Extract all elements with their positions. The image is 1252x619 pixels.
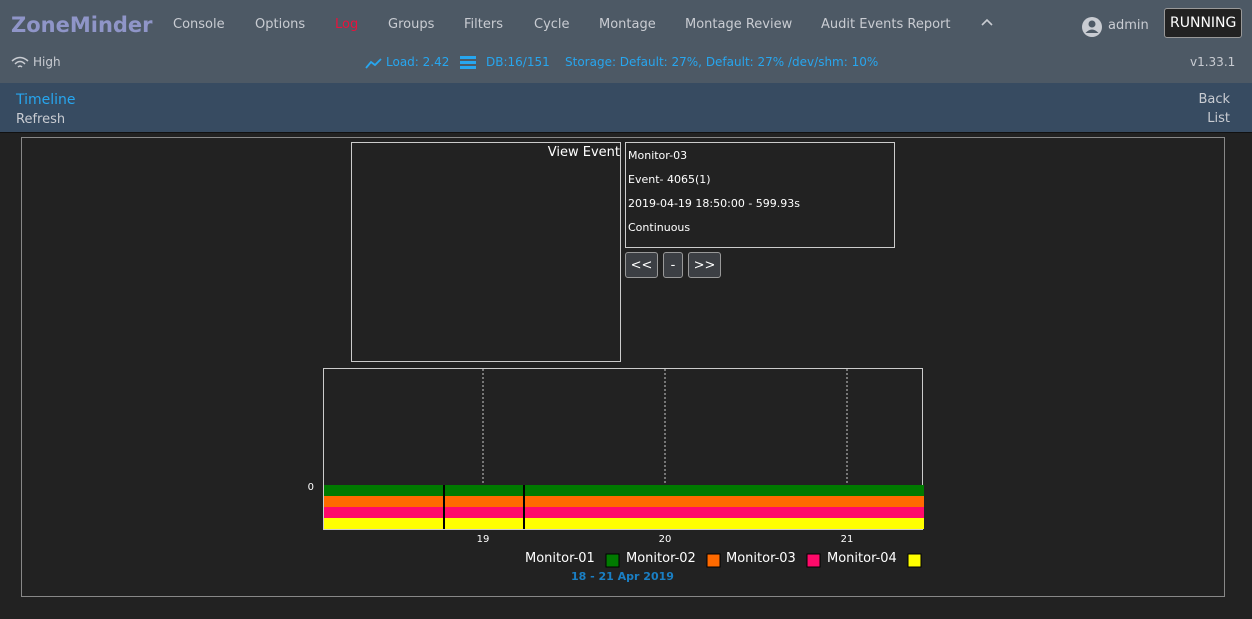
nav-item[interactable]: Log (335, 17, 359, 32)
event-time: 2019-04-19 18:50:00 - 599.93s (628, 197, 801, 210)
timeline-frame (323, 368, 923, 530)
event-info (625, 142, 895, 248)
event-id: Event- 4065(1) (628, 173, 711, 186)
image-alt: View Event (547, 145, 620, 160)
monitor-row (324, 507, 924, 518)
legend-label: Monitor-01 (525, 551, 595, 566)
nav-item[interactable]: Filters (464, 17, 503, 32)
event-monitor: Monitor-03 (628, 149, 688, 162)
legend-label: Monitor-04 (827, 551, 897, 566)
nav-button[interactable]: - (663, 252, 683, 278)
x-tick-label: 20 (659, 534, 672, 545)
timeline-range: 18 - 21 Apr 2019 (571, 570, 674, 583)
load-icon (365, 58, 382, 69)
nav-item[interactable]: Options (255, 17, 306, 32)
nav-item[interactable]: Montage (599, 17, 656, 32)
x-tick-label: 21 (841, 534, 854, 545)
nav-button[interactable]: << (625, 252, 658, 278)
legend-label: Monitor-03 (726, 551, 796, 566)
db: DB:16/151 (486, 55, 550, 69)
user[interactable]: admin (1108, 18, 1149, 33)
nav-item[interactable]: Groups (388, 17, 435, 32)
storage: Storage: Default: 27%, Default: 27% /dev… (565, 55, 879, 69)
top-bar (0, 0, 1252, 83)
user-icon (1082, 17, 1102, 37)
nav-button[interactable]: >> (688, 252, 721, 278)
refresh-link[interactable]: Refresh (16, 112, 66, 127)
sub-header (0, 83, 1252, 133)
bandwidth[interactable]: High (33, 55, 61, 69)
back-link[interactable]: Back (1198, 92, 1230, 107)
y-label: 0 (308, 482, 314, 493)
list-link[interactable]: List (1207, 111, 1230, 126)
db-icon (460, 56, 476, 69)
legend-label: Monitor-02 (626, 551, 696, 566)
brand[interactable]: ZoneMinder (11, 13, 153, 37)
status-button[interactable]: RUNNING (1164, 8, 1243, 38)
monitor-row (324, 518, 924, 529)
legend-swatch (706, 553, 721, 568)
nav-item[interactable]: Audit Events Report (821, 17, 951, 32)
legend-swatch (806, 553, 821, 568)
monitor-row (324, 485, 924, 496)
page-title[interactable]: Timeline (16, 92, 76, 108)
event-cause: Continuous (628, 221, 691, 234)
collapse-icon[interactable] (979, 16, 995, 28)
content-frame (21, 137, 1225, 597)
load: Load: 2.42 (386, 55, 450, 69)
event-image[interactable]: View Event (351, 142, 621, 362)
nav-item[interactable]: Console (173, 17, 225, 32)
x-tick-label: 19 (477, 534, 490, 545)
nav-item[interactable]: Cycle (534, 17, 570, 32)
wifi-icon (11, 56, 29, 68)
version: v1.33.1 (1190, 55, 1236, 69)
legend-swatch (605, 553, 620, 568)
timeline: 19 20 21 0 Monitor-01 Monitor-02 Monitor-03 Mon… (308, 368, 924, 568)
monitor-row (324, 496, 924, 507)
legend-swatch (907, 553, 922, 568)
nav-item[interactable]: Montage Review (685, 17, 793, 32)
